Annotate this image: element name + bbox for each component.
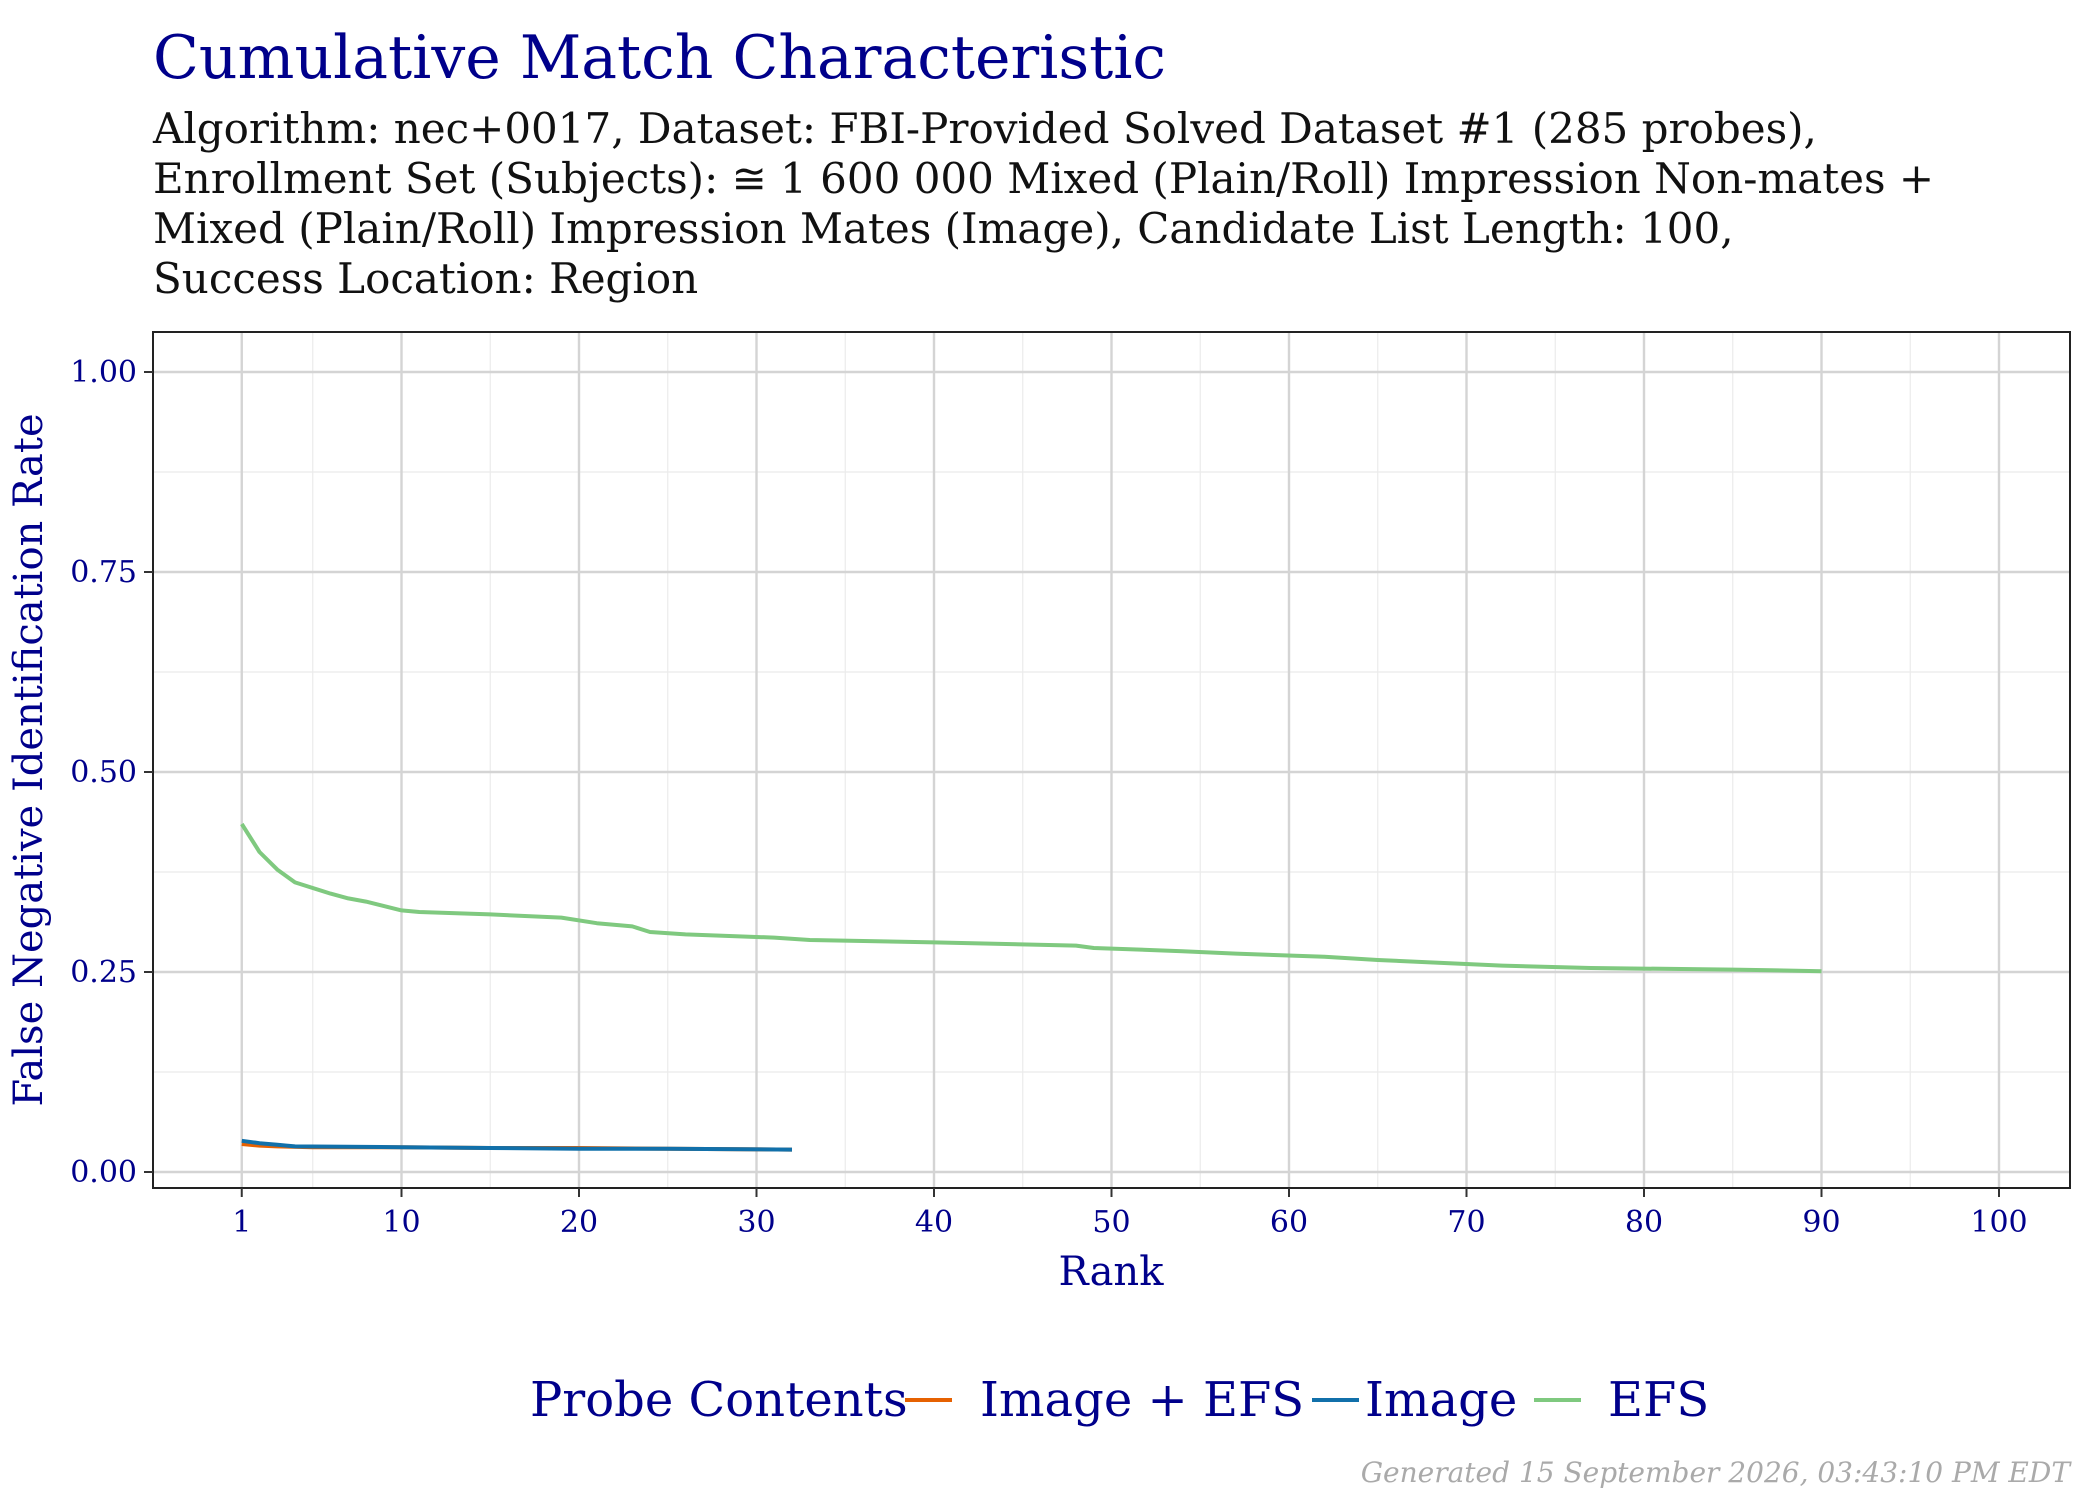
x-tick-label: 90	[1802, 1205, 1840, 1240]
series-line-image	[241, 1138, 793, 1152]
y-tick-label: 0.50	[70, 755, 137, 790]
y-tick-label: 1.00	[70, 355, 137, 390]
x-tick-label: 100	[1970, 1205, 2027, 1240]
x-tick-label: 40	[915, 1205, 953, 1240]
x-tick-label: 20	[560, 1205, 598, 1240]
y-tick-label: 0.25	[70, 955, 137, 990]
chart-title: Cumulative Match Characteristic	[153, 23, 1166, 93]
subtitle-line-4: Success Location: Region	[153, 254, 698, 303]
x-tick-label: 60	[1270, 1205, 1308, 1240]
legend-label-image: Image	[1365, 1372, 1517, 1428]
generated-timestamp: Generated 15 September 2026, 03:43:10 PM…	[1361, 1456, 2073, 1489]
x-tick-label: 30	[737, 1205, 775, 1240]
subtitle-line-3: Mixed (Plain/Roll) Impression Mates (Ima…	[153, 204, 1734, 253]
axes: 1 10 20 30 40 50 60 70 80 90 100 0.00 0.25 0.50 0.75 1.…	[70, 355, 2027, 1240]
legend-label-efs: EFS	[1608, 1372, 1709, 1428]
x-tick-label: 10	[382, 1205, 420, 1240]
grid	[153, 332, 2070, 1188]
y-tick-label: 0.75	[70, 555, 137, 590]
x-tick-label: 80	[1625, 1205, 1663, 1240]
x-tick-label: 50	[1092, 1205, 1130, 1240]
series-line-efs	[240, 822, 1822, 974]
legend-title: Probe Contents	[530, 1372, 908, 1428]
subtitle-line-2: Enrollment Set (Subjects): ≅ 1 600 000 M…	[153, 154, 1934, 203]
x-tick-label: 1	[232, 1205, 251, 1240]
series-lines	[240, 822, 1822, 1152]
legend-label-image-efs: Image + EFS	[980, 1372, 1304, 1428]
y-tick-label: 0.00	[70, 1155, 137, 1190]
x-axis-title: Rank	[1059, 1249, 1165, 1295]
subtitle-line-1: Algorithm: nec+0017, Dataset: FBI-Provid…	[152, 104, 1817, 153]
x-tick-label: 70	[1447, 1205, 1485, 1240]
y-axis-title: False Negative Identification Rate	[6, 413, 52, 1106]
legend: Probe Contents Image + EFS Image EFS	[530, 1372, 1709, 1428]
